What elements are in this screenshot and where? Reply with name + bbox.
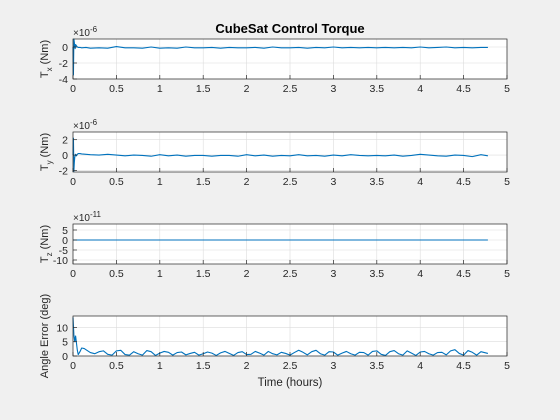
x-tick-label: 4.5 xyxy=(456,176,471,188)
x-tick-label: 1 xyxy=(157,360,163,372)
x-tick-label: 2 xyxy=(244,360,250,372)
x-tick-label: 1 xyxy=(157,176,163,188)
x-tick-label: 4 xyxy=(417,176,423,188)
x-tick-label: 1.5 xyxy=(196,83,211,95)
y-tick-label: 0 xyxy=(62,42,68,54)
x-tick-label: 5 xyxy=(504,83,510,95)
y-axis-label: Angle Error (deg) xyxy=(39,294,51,378)
x-tick-label: 1 xyxy=(157,83,163,95)
x-tick-label: 0.5 xyxy=(109,268,124,280)
x-tick-label: 4.5 xyxy=(456,268,471,280)
x-tick-label: 3 xyxy=(330,176,336,188)
y-tick-label: 2 xyxy=(62,135,68,147)
y-tick-label: -4 xyxy=(59,74,68,86)
x-tick-label: 5 xyxy=(504,360,510,372)
x-tick-label: 1 xyxy=(157,268,163,280)
y-tick-label: 5 xyxy=(62,225,68,237)
x-tick-label: 0 xyxy=(70,360,76,372)
x-tick-label: 2 xyxy=(244,83,250,95)
x-tick-label: 1.5 xyxy=(196,360,211,372)
x-tick-label: 3.5 xyxy=(369,360,384,372)
x-tick-label: 1.5 xyxy=(196,176,211,188)
x-tick-label: 4.5 xyxy=(456,83,471,95)
x-tick-label: 2.5 xyxy=(283,83,298,95)
x-tick-label: 2.5 xyxy=(283,268,298,280)
x-tick-label: 3 xyxy=(330,360,336,372)
y-tick-label: -2 xyxy=(59,165,68,177)
x-tick-label: 5 xyxy=(504,268,510,280)
x-tick-label: 2.5 xyxy=(283,360,298,372)
x-tick-label: 2 xyxy=(244,176,250,188)
x-tick-label: 4 xyxy=(417,360,423,372)
x-axis-label: Time (hours) xyxy=(258,377,323,389)
x-tick-label: 3.5 xyxy=(369,268,384,280)
x-tick-label: 0.5 xyxy=(109,83,124,95)
x-tick-label: 5 xyxy=(504,176,510,188)
x-tick-label: 3 xyxy=(330,268,336,280)
x-tick-label: 0.5 xyxy=(109,360,124,372)
x-tick-label: 2 xyxy=(244,268,250,280)
x-tick-label: 3.5 xyxy=(369,83,384,95)
x-tick-label: 0 xyxy=(70,176,76,188)
x-tick-label: 4 xyxy=(417,268,423,280)
x-tick-label: 3 xyxy=(330,83,336,95)
x-tick-label: 0.5 xyxy=(109,176,124,188)
y-tick-label: 0 xyxy=(62,351,68,363)
x-tick-label: 0 xyxy=(70,83,76,95)
x-tick-label: 1.5 xyxy=(196,268,211,280)
x-tick-label: 0 xyxy=(70,268,76,280)
x-tick-label: 4.5 xyxy=(456,360,471,372)
y-tick-label: 10 xyxy=(56,322,68,334)
y-tick-label: 5 xyxy=(62,337,68,349)
y-tick-label: 0 xyxy=(62,150,68,162)
figure-title: CubeSat Control Torque xyxy=(215,21,364,36)
x-tick-label: 4 xyxy=(417,83,423,95)
y-tick-label: -2 xyxy=(59,58,68,70)
x-tick-label: 3.5 xyxy=(369,176,384,188)
x-tick-label: 2.5 xyxy=(283,176,298,188)
